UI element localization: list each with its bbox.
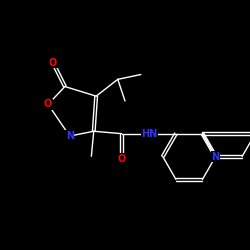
Text: O: O bbox=[118, 154, 126, 164]
Text: N: N bbox=[66, 131, 74, 141]
Text: O: O bbox=[44, 99, 52, 109]
Text: O: O bbox=[49, 58, 57, 68]
Text: HN: HN bbox=[142, 129, 158, 139]
Text: N: N bbox=[212, 152, 220, 162]
